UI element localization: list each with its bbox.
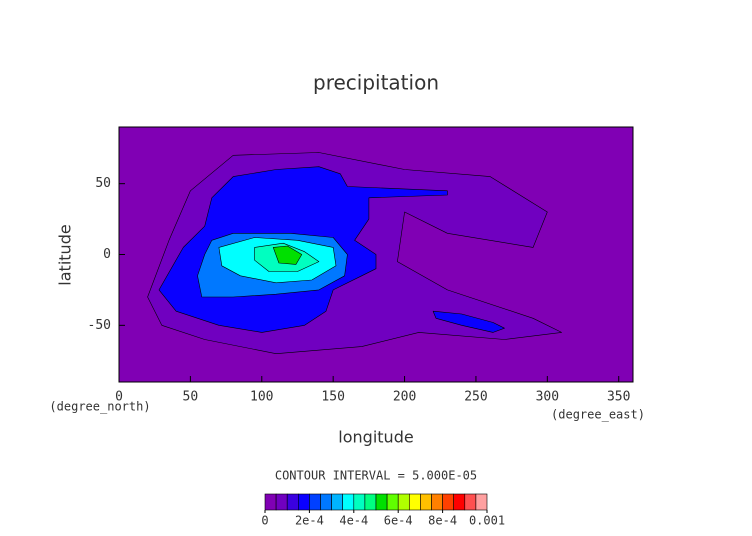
y-axis-label: latitude: [56, 224, 75, 285]
x-tick-label: 350: [607, 390, 630, 405]
colorbar-box: [353, 493, 366, 511]
colorbar-box: [342, 493, 355, 511]
colorbar-box: [320, 493, 332, 511]
colorbar-tick-label: 0.001: [469, 514, 505, 528]
colorbar-box: [375, 493, 388, 511]
y-unit: (degree_north): [49, 400, 150, 414]
x-tick-label: 50: [183, 390, 199, 405]
x-axis-label: longitude: [338, 428, 413, 447]
y-tick-label: -50: [88, 318, 111, 333]
colorbar-box: [309, 493, 321, 511]
colorbar-tick-label: 0: [261, 514, 268, 528]
colorbar-box: [453, 493, 466, 511]
colorbar-box: [420, 493, 432, 511]
colorbar-box: [386, 493, 399, 511]
x-unit: (degree_east): [551, 408, 645, 422]
colorbar-box: [397, 493, 410, 511]
colorbar-box: [331, 493, 344, 511]
colorbar-box: [464, 493, 477, 511]
x-tick-label: 200: [393, 390, 416, 405]
y-tick-label: 0: [103, 247, 111, 262]
colorbar-tick-label: 6e-4: [384, 514, 413, 528]
contour-region: [432, 310, 505, 333]
colorbar-box: [442, 493, 455, 511]
y-tick-label: 50: [95, 176, 111, 191]
x-tick-label: 0: [115, 390, 123, 405]
x-tick-label: 250: [464, 390, 487, 405]
x-tick-label: 100: [250, 390, 273, 405]
x-tick-label: 150: [321, 390, 344, 405]
colorbar-box: [264, 493, 277, 511]
colorbar-box: [297, 493, 310, 511]
colorbar-box: [286, 493, 299, 511]
colorbar-tick-label: 2e-4: [295, 514, 324, 528]
chart-title: precipitation: [313, 71, 439, 95]
colorbar-box: [475, 493, 488, 511]
colorbar-box: [408, 493, 421, 511]
colorbar-tick-label: 8e-4: [428, 514, 457, 528]
colorbar-box: [364, 493, 377, 511]
colorbar-tick-label: 4e-4: [339, 514, 368, 528]
colorbar-title: CONTOUR INTERVAL = 5.000E-05: [275, 469, 477, 483]
colorbar-box: [431, 493, 443, 511]
contour-region: [272, 245, 303, 265]
colorbar-box: [275, 493, 288, 511]
x-tick-label: 300: [536, 390, 559, 405]
